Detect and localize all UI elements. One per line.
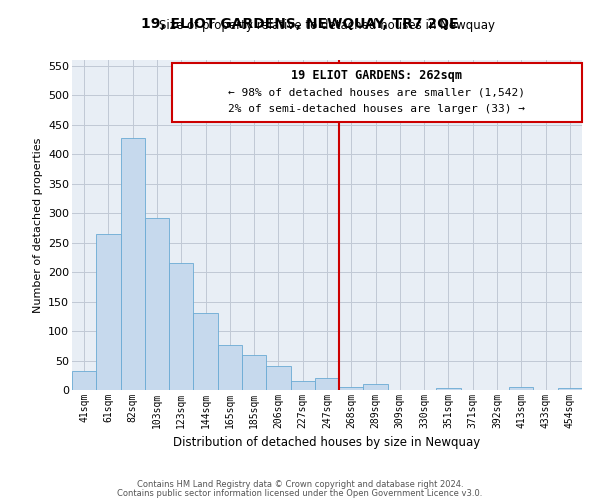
Bar <box>509 387 533 390</box>
Bar <box>145 218 169 390</box>
Bar <box>172 63 582 122</box>
Title: Size of property relative to detached houses in Newquay: Size of property relative to detached ho… <box>159 20 495 32</box>
Bar <box>339 387 364 390</box>
X-axis label: Distribution of detached houses by size in Newquay: Distribution of detached houses by size … <box>173 436 481 450</box>
Bar <box>266 366 290 390</box>
Text: 19, ELIOT GARDENS, NEWQUAY, TR7 2QE: 19, ELIOT GARDENS, NEWQUAY, TR7 2QE <box>141 18 459 32</box>
Bar <box>436 388 461 390</box>
Bar <box>72 371 96 390</box>
Bar <box>121 138 145 390</box>
Text: Contains public sector information licensed under the Open Government Licence v3: Contains public sector information licen… <box>118 488 482 498</box>
Bar <box>315 378 339 390</box>
Bar <box>218 345 242 390</box>
Bar <box>364 384 388 390</box>
Bar <box>169 264 193 390</box>
Text: 19 ELIOT GARDENS: 262sqm: 19 ELIOT GARDENS: 262sqm <box>291 70 462 82</box>
Text: 2% of semi-detached houses are larger (33) →: 2% of semi-detached houses are larger (3… <box>228 104 525 114</box>
Bar <box>242 355 266 390</box>
Text: ← 98% of detached houses are smaller (1,542): ← 98% of detached houses are smaller (1,… <box>228 88 525 98</box>
Bar <box>558 388 582 390</box>
Bar <box>290 381 315 390</box>
Text: Contains HM Land Registry data © Crown copyright and database right 2024.: Contains HM Land Registry data © Crown c… <box>137 480 463 489</box>
Bar <box>96 234 121 390</box>
Bar <box>193 314 218 390</box>
Y-axis label: Number of detached properties: Number of detached properties <box>32 138 43 312</box>
